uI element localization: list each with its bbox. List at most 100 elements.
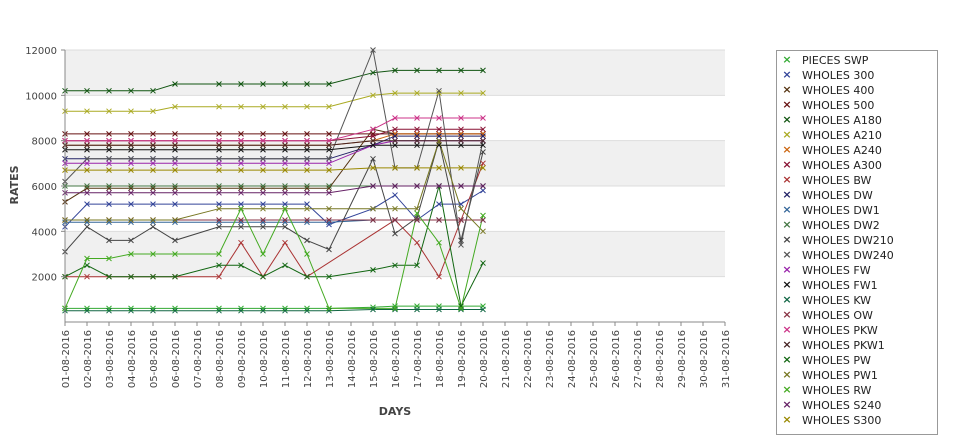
data-point [436, 137, 442, 144]
data-point [436, 239, 442, 246]
data-point [128, 251, 134, 257]
series-line [65, 92, 483, 112]
legend-item: × WHOLES A240 [777, 143, 937, 158]
data-point [392, 262, 398, 269]
x-tick-label: 17-08-2016 [413, 330, 424, 388]
x-axis-title: DAYS [379, 405, 412, 418]
data-point [414, 183, 420, 189]
data-point [238, 81, 244, 87]
legend-marker-icon: × [782, 308, 792, 321]
data-point [414, 115, 420, 121]
data-point [392, 137, 398, 144]
data-point [216, 160, 222, 167]
data-point [260, 183, 266, 189]
data-point [304, 307, 310, 314]
data-point [414, 67, 420, 74]
data-point [84, 217, 90, 223]
data-point [282, 142, 288, 149]
data-point [326, 146, 332, 153]
data-point [238, 160, 244, 167]
y-tick-label: 10000 [25, 91, 57, 102]
data-point [458, 126, 464, 133]
legend-marker-icon: × [782, 413, 792, 426]
legend-marker-icon: × [782, 188, 792, 201]
data-point [260, 217, 266, 223]
data-point [172, 142, 178, 149]
data-point [172, 137, 178, 144]
data-point [216, 155, 222, 162]
data-point [326, 81, 332, 87]
data-point [106, 305, 112, 312]
data-point [216, 81, 222, 87]
data-point [326, 307, 332, 314]
data-point [304, 237, 310, 244]
data-point [216, 307, 222, 314]
data-point [216, 103, 222, 110]
data-point [414, 239, 420, 246]
data-point [480, 212, 486, 219]
data-point [370, 126, 376, 133]
legend-marker-icon: × [782, 263, 792, 276]
data-point [260, 81, 266, 87]
x-tick-label: 22-08-2016 [523, 330, 534, 388]
data-point [282, 219, 288, 226]
data-point [458, 305, 464, 312]
data-point [304, 185, 310, 192]
data-point [172, 146, 178, 153]
series-line [65, 309, 483, 312]
data-point [172, 237, 178, 244]
data-point [326, 131, 332, 137]
series-line [65, 69, 483, 92]
legend-item: × WHOLES DW2 [777, 218, 937, 233]
data-point [304, 273, 310, 280]
data-point [216, 223, 222, 230]
data-point [216, 185, 222, 192]
data-point [414, 165, 420, 171]
data-point [106, 237, 112, 244]
data-point [414, 133, 420, 139]
data-point [392, 306, 398, 313]
data-point [238, 142, 244, 149]
data-point [216, 137, 222, 144]
data-point [304, 219, 310, 226]
data-point [458, 115, 464, 121]
data-point [128, 219, 134, 226]
legend-item: × PIECES SWP [777, 53, 937, 68]
legend-item: × WHOLES FW [777, 263, 937, 278]
data-point [172, 185, 178, 192]
data-point [282, 201, 288, 207]
x-tick-label: 08-08-2016 [215, 330, 226, 388]
data-point [304, 137, 310, 144]
y-tick-label: 4000 [32, 227, 57, 238]
data-point [128, 87, 134, 94]
data-point [326, 246, 332, 253]
data-point [128, 160, 134, 167]
data-point [150, 142, 156, 149]
data-point [84, 185, 90, 192]
data-point [282, 239, 288, 246]
legend-label: WHOLES DW1 [802, 204, 880, 217]
data-point [238, 167, 244, 173]
data-point [150, 305, 156, 312]
legend-item: × WHOLES DW1 [777, 203, 937, 218]
data-point [326, 137, 332, 144]
data-point [84, 131, 90, 137]
data-point [128, 237, 134, 244]
y-tick-label: 8000 [32, 137, 57, 148]
legend-item: × WHOLES DW [777, 188, 937, 203]
legend-marker-icon: × [782, 218, 792, 231]
legend-label: WHOLES 300 [802, 69, 875, 82]
data-point [480, 187, 486, 194]
data-point [304, 201, 310, 207]
data-point [216, 219, 222, 226]
legend-marker-icon: × [782, 83, 792, 96]
data-point [392, 183, 398, 189]
data-point [260, 167, 266, 173]
chart-legend: × PIECES SWP × WHOLES 300 × WHOLES 400 × WHOLES… [776, 50, 938, 435]
data-point [84, 160, 90, 167]
data-point [238, 262, 244, 269]
y-tick-label: 6000 [32, 182, 57, 193]
data-point [304, 81, 310, 87]
data-point [150, 137, 156, 144]
data-point [238, 223, 244, 230]
